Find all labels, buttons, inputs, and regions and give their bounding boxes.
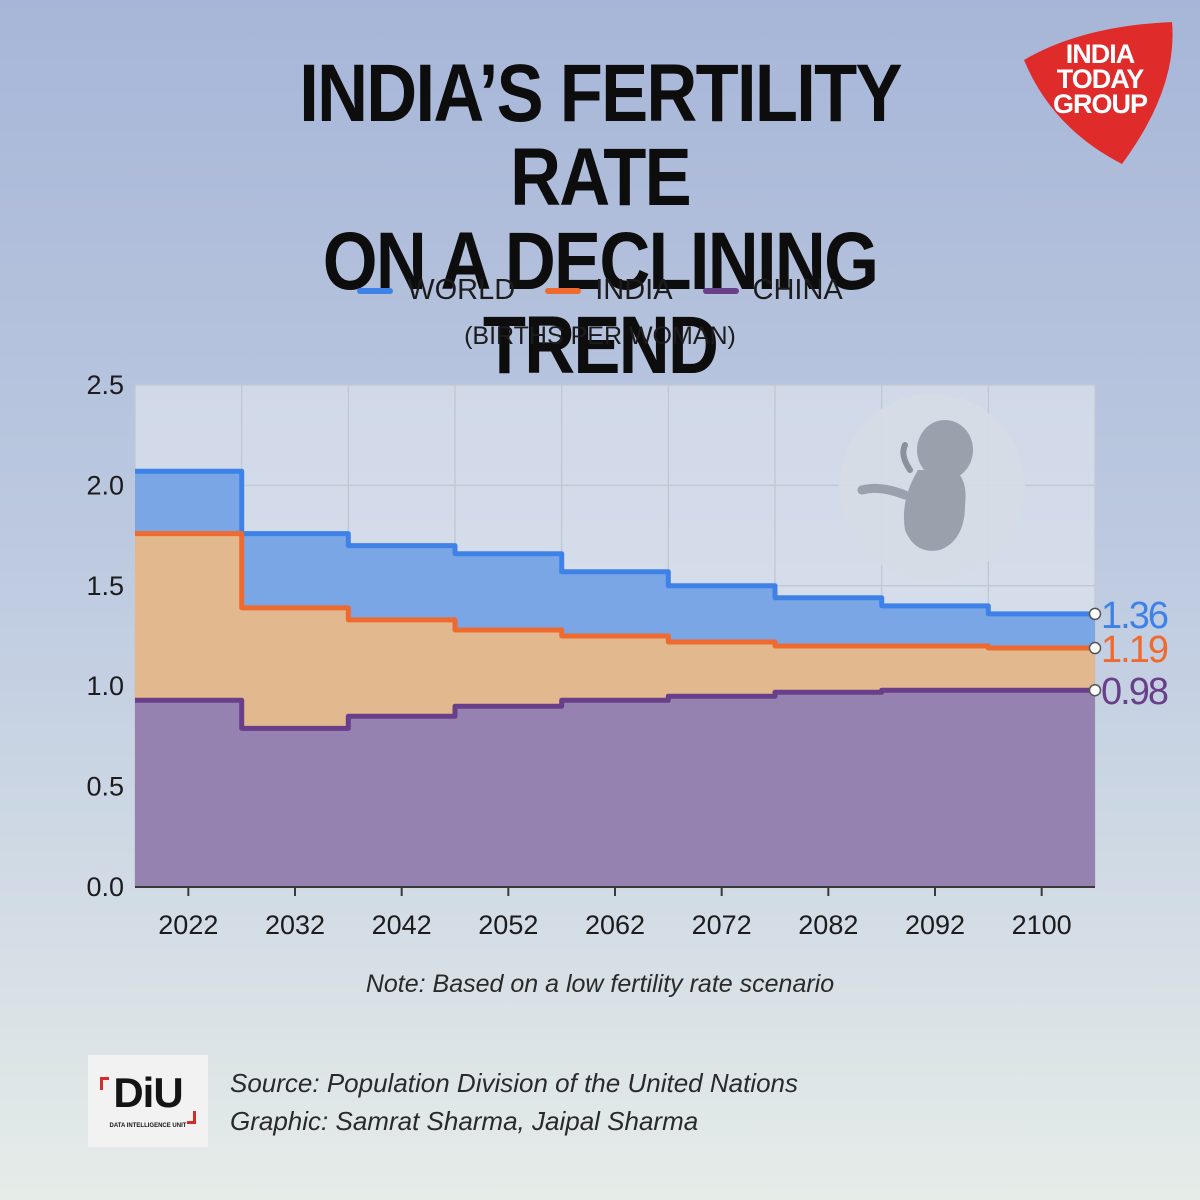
- legend-swatch-china: [702, 287, 739, 294]
- end-label-india: 1.19: [1101, 629, 1168, 671]
- legend-swatch-india: [545, 287, 582, 294]
- end-marker-india: [1088, 641, 1102, 655]
- credits: Source: Population Division of the Unite…: [230, 1064, 798, 1140]
- source-credit: Source: Population Division of the Unite…: [230, 1068, 798, 1098]
- badge-word: DiU: [113, 1069, 183, 1116]
- title-line-2: ON A DECLINING TREND: [322, 216, 879, 391]
- legend-label-india: INDIA: [595, 274, 673, 306]
- legend-item-india: INDIA: [545, 274, 673, 307]
- x-tick-label: 2100: [1012, 910, 1072, 940]
- fetus-icon: [857, 420, 973, 551]
- y-tick-label: 1.0: [86, 671, 124, 701]
- y-tick-label: 2.5: [86, 370, 124, 400]
- legend-item-world: WORLD: [357, 274, 515, 307]
- x-tick-label: 2092: [905, 910, 965, 940]
- x-tick-label: 2052: [478, 910, 538, 940]
- end-label-china: 0.98: [1101, 671, 1168, 713]
- series-line-world: [135, 468, 1095, 617]
- series-line-india: [135, 531, 1095, 651]
- diu-badge: DiU DATA INTELLIGENCE UNIT: [88, 1055, 208, 1147]
- legend-label-china: CHINA: [752, 274, 843, 306]
- legend-item-china: CHINA: [702, 274, 843, 307]
- chart-legend: WORLD INDIA CHINA: [0, 274, 1200, 307]
- y-tick-label: 0.5: [86, 772, 124, 802]
- chart-note: Note: Based on a low fertility rate scen…: [365, 970, 835, 998]
- end-marker-world: [1088, 607, 1102, 621]
- india-today-group-logo: INDIA TODAY GROUP: [1022, 18, 1178, 168]
- chart-title: INDIA’S FERTILITY RATE ON A DECLINING TR…: [222, 52, 979, 388]
- series-line-china: [135, 687, 1095, 731]
- title-line-1: INDIA’S FERTILITY RATE: [299, 48, 902, 223]
- badge-bracket-left: [100, 1077, 109, 1090]
- area-fill-china: [135, 690, 1095, 887]
- x-tick-label: 2042: [372, 910, 432, 940]
- legend-label-world: WORLD: [407, 274, 516, 306]
- legend-swatch-world: [357, 287, 394, 294]
- badge-bracket-right: [187, 1111, 196, 1124]
- badge-subtitle: DATA INTELLIGENCE UNIT: [109, 1123, 187, 1129]
- y-tick-label: 2.0: [86, 470, 124, 500]
- logo-line-2: TODAY: [1056, 64, 1145, 94]
- x-tick-label: 2032: [265, 910, 325, 940]
- end-label-world: 1.36: [1101, 595, 1168, 637]
- y-tick-label: 1.5: [86, 571, 124, 601]
- logo-line-1: INDIA: [1065, 39, 1136, 69]
- x-tick-label: 2082: [798, 910, 858, 940]
- unit-label: (BIRTHS PER WOMAN): [464, 322, 736, 350]
- x-tick-label: 2022: [158, 910, 218, 940]
- x-tick-label: 2062: [585, 910, 645, 940]
- end-marker-china: [1088, 683, 1102, 697]
- graphic-credit: Graphic: Samrat Sharma, Jaipal Sharma: [230, 1106, 699, 1136]
- y-tick-label: 0.0: [86, 872, 124, 902]
- x-tick-label: 2072: [692, 910, 752, 940]
- logo-line-3: GROUP: [1052, 89, 1148, 119]
- logo-shield-icon: [1024, 22, 1173, 164]
